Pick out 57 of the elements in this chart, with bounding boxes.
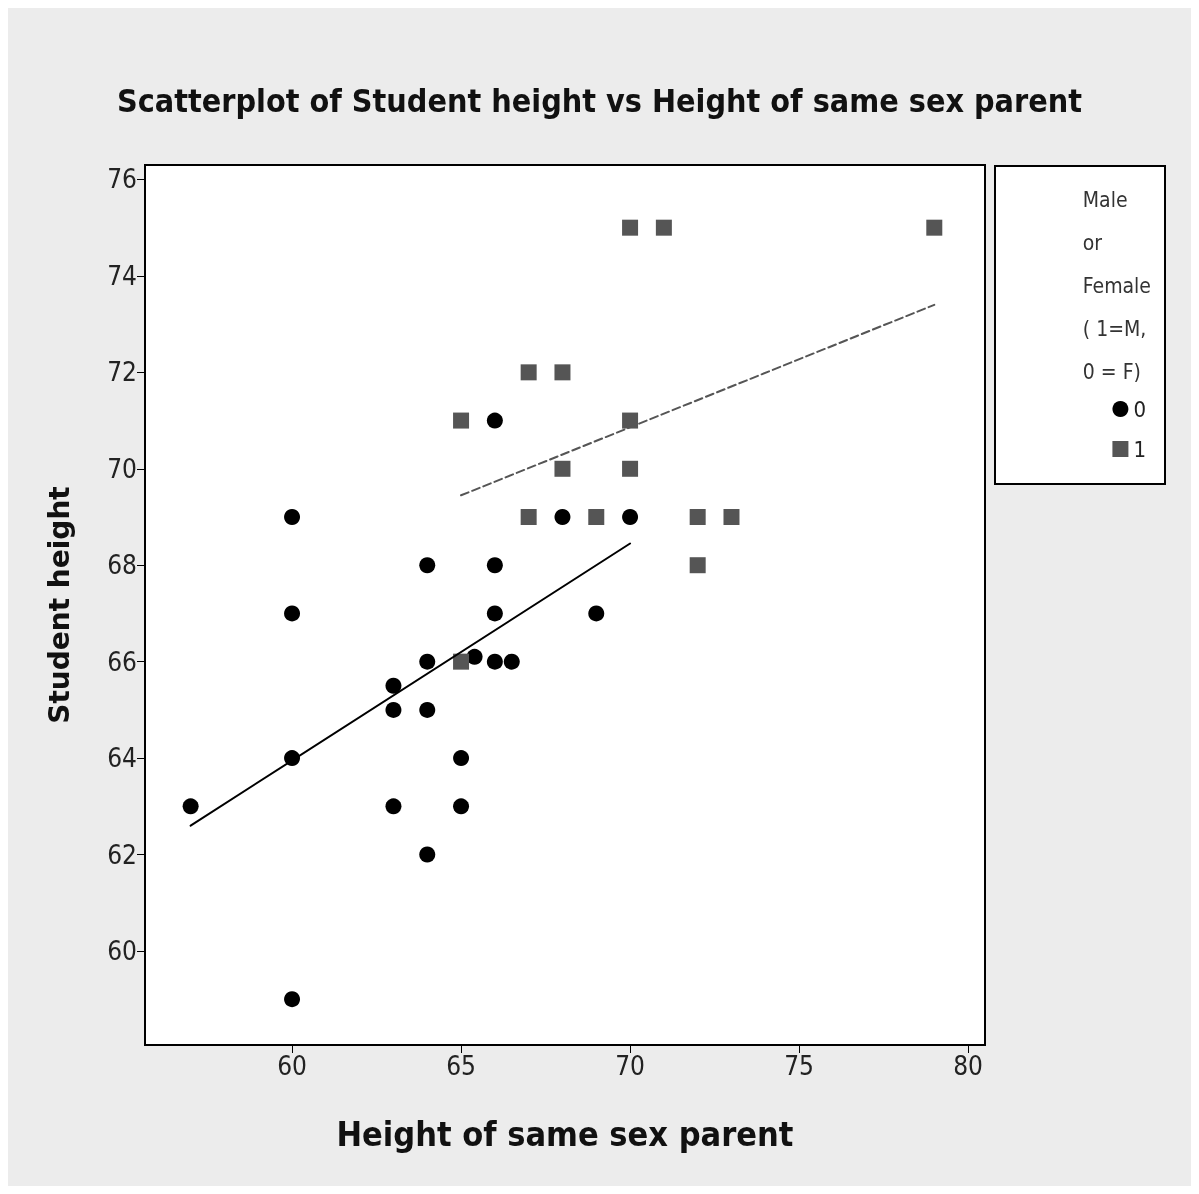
- legend-label: 1: [1133, 436, 1146, 462]
- y-tick-label: 76: [107, 164, 137, 195]
- point: [926, 219, 943, 236]
- point: [486, 605, 503, 622]
- point: [385, 701, 402, 718]
- point: [554, 460, 571, 477]
- point: [520, 509, 537, 525]
- point: [385, 798, 402, 815]
- point: [419, 846, 436, 863]
- point: [503, 653, 520, 670]
- y-axis-title: Student height: [42, 486, 76, 724]
- point: [419, 557, 436, 574]
- y-tick-label: 60: [107, 935, 137, 966]
- point: [466, 648, 483, 665]
- point: [622, 412, 639, 429]
- point: [689, 557, 706, 574]
- x-axis-title: Height of same sex parent: [336, 1114, 794, 1154]
- x-tick-label: 75: [784, 1051, 814, 1081]
- y-tick-label: 64: [107, 743, 137, 774]
- point: [284, 509, 301, 525]
- point: [453, 750, 470, 767]
- point: [622, 509, 639, 525]
- point: [520, 364, 537, 381]
- point: [723, 509, 740, 525]
- point: [622, 460, 639, 477]
- point: [588, 509, 605, 525]
- point: [419, 653, 436, 670]
- y-tick-label: 66: [107, 646, 137, 677]
- legend-title: Male or Female ( 1=M, 0 = F): [1082, 187, 1152, 384]
- point: [486, 557, 503, 574]
- x-tick-label: 60: [277, 1051, 307, 1081]
- chart-title: Scatterplot of Student height vs Height of same sex parent: [116, 82, 1083, 120]
- point: [554, 509, 571, 525]
- point: [689, 509, 706, 525]
- point: [453, 653, 470, 670]
- y-tick-label: 68: [107, 550, 137, 581]
- y-tick-label: 72: [107, 357, 137, 388]
- point: [182, 798, 199, 815]
- point: [554, 364, 571, 381]
- point: [588, 605, 605, 622]
- point: [284, 605, 301, 622]
- point: [419, 701, 436, 718]
- point: [486, 653, 503, 670]
- point: [284, 991, 301, 1008]
- point: [453, 798, 470, 815]
- y-tick-label: 62: [107, 839, 137, 870]
- y-tick-label: 74: [107, 260, 137, 291]
- point: [655, 219, 672, 236]
- x-tick-label: 65: [446, 1051, 476, 1081]
- point: [385, 677, 402, 694]
- x-tick-label: 70: [615, 1051, 645, 1081]
- point: [486, 412, 503, 429]
- point: [622, 219, 639, 236]
- x-tick-label: 80: [953, 1051, 983, 1081]
- point: [453, 412, 470, 429]
- y-tick-label: 70: [107, 453, 137, 484]
- legend-label: 0: [1133, 396, 1146, 422]
